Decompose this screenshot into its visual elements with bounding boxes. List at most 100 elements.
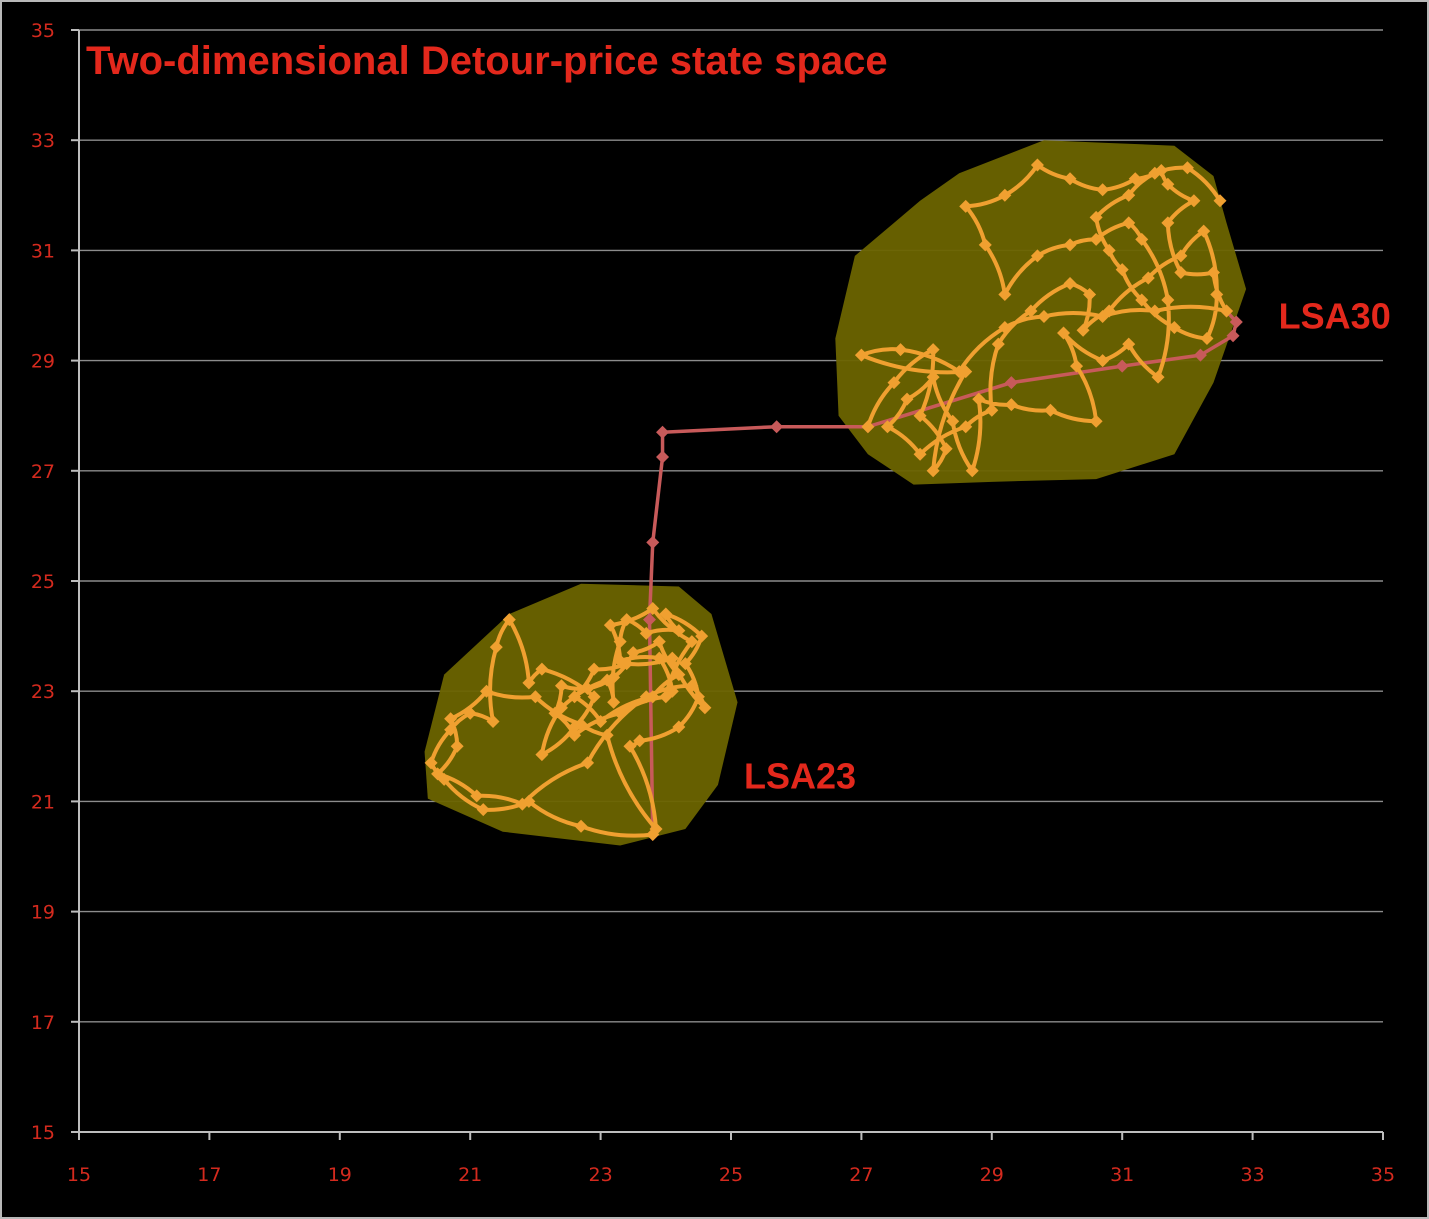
data-point-transition-0-4 [656, 425, 670, 439]
y-tick-label-31: 31 [31, 240, 55, 262]
x-tick-label-33: 33 [1241, 1164, 1265, 1186]
data-point-cluster-2-5 [926, 464, 940, 478]
data-point-cluster-2-33 [1135, 232, 1149, 246]
data-point-cluster-2-41 [1043, 403, 1057, 417]
data-point-cluster-2-53 [1024, 304, 1038, 318]
data-point-cluster-2-40 [1089, 414, 1103, 428]
x-tick-label-15: 15 [67, 1164, 91, 1186]
data-point-cluster-2-58 [1141, 271, 1155, 285]
data-point-cluster-2-13 [1148, 304, 1162, 318]
data-point-cluster-1-30 [649, 822, 663, 836]
data-point-cluster-2-50 [959, 420, 973, 434]
region-lsa23 [424, 583, 738, 846]
data-point-cluster-1-5 [424, 756, 438, 770]
data-point-cluster-2-52 [991, 337, 1005, 351]
data-point-transition-0-2 [646, 535, 660, 549]
data-point-cluster-2-48 [880, 420, 894, 434]
data-point-cluster-1-32 [574, 717, 588, 731]
x-tick-label-21: 21 [458, 1164, 482, 1186]
data-point-cluster-2-67 [1089, 210, 1103, 224]
data-point-cluster-1-6 [444, 723, 458, 737]
y-tick-label-35: 35 [31, 20, 55, 42]
data-point-cluster-2-6 [959, 365, 973, 379]
data-point-cluster-1-61 [646, 602, 660, 616]
data-point-cluster-1-18 [607, 695, 621, 709]
x-tick-label-25: 25 [719, 1164, 743, 1186]
data-point-cluster-2-15 [1206, 265, 1220, 279]
data-point-cluster-1-3 [476, 803, 490, 817]
data-point-cluster-1-27 [672, 720, 686, 734]
annotation-lsa23: LSA23 [744, 756, 856, 797]
data-point-cluster-2-10 [998, 321, 1012, 335]
data-point-cluster-1-20 [620, 613, 634, 627]
data-point-cluster-1-21 [639, 626, 653, 640]
tick-labels: 15 17 19 21 23 25 27 29 31 33 35 15 17 19 21 23 25 27 29 31… [31, 20, 1395, 1186]
data-point-cluster-2-9 [952, 365, 966, 379]
cluster-regions [424, 140, 1247, 846]
data-point-cluster-1-39 [515, 797, 529, 811]
data-point-cluster-1-37 [431, 767, 445, 781]
data-point-cluster-2-64 [1135, 293, 1149, 307]
data-point-cluster-2-18 [1187, 194, 1201, 208]
data-point-cluster-2-65 [1115, 263, 1129, 277]
data-point-cluster-1-52 [626, 646, 640, 660]
data-point-transition-0-1 [643, 613, 656, 627]
data-point-cluster-1-50 [672, 668, 686, 682]
data-point-cluster-1-33 [528, 690, 542, 704]
data-point-cluster-2-55 [1083, 287, 1097, 301]
data-point-cluster-1-11 [522, 676, 536, 690]
data-point-cluster-1-36 [450, 739, 464, 753]
data-point-cluster-1-65 [665, 684, 679, 698]
data-point-cluster-2-42 [1004, 398, 1018, 412]
data-point-cluster-2-25 [998, 188, 1012, 202]
data-point-cluster-1-58 [613, 706, 627, 720]
y-tick-label-27: 27 [31, 461, 55, 483]
data-point-cluster-1-64 [652, 651, 666, 665]
data-point-cluster-2-7 [854, 348, 868, 362]
data-point-cluster-2-0 [861, 420, 875, 434]
data-point-cluster-1-10 [502, 613, 516, 627]
data-point-cluster-1-55 [554, 679, 568, 693]
data-point-cluster-2-51 [985, 403, 999, 417]
data-point-cluster-1-47 [568, 690, 582, 704]
data-point-cluster-1-53 [607, 670, 621, 684]
data-point-cluster-2-11 [1037, 310, 1051, 324]
data-point-cluster-1-43 [698, 701, 712, 715]
data-point-cluster-1-54 [581, 681, 595, 695]
annotation-lsa30: LSA30 [1279, 296, 1391, 337]
data-point-cluster-1-9 [489, 640, 503, 654]
data-point-cluster-1-51 [652, 635, 666, 649]
data-point-cluster-1-24 [695, 629, 709, 643]
axes [71, 29, 1384, 1140]
trajectory-series [424, 158, 1243, 841]
data-point-cluster-2-38 [1057, 326, 1071, 340]
data-point-cluster-2-30 [1063, 238, 1077, 252]
data-point-cluster-1-25 [678, 657, 692, 671]
data-point-cluster-2-44 [965, 464, 979, 478]
data-point-transition-0-5 [770, 420, 784, 434]
data-point-cluster-2-34 [1161, 293, 1175, 307]
data-point-cluster-2-4 [939, 442, 953, 456]
data-point-transition-0-11 [1229, 315, 1243, 329]
x-tick-label-17: 17 [197, 1164, 221, 1186]
data-point-cluster-2-19 [1161, 177, 1175, 191]
data-point-cluster-1-28 [633, 734, 647, 748]
data-point-cluster-1-44 [665, 651, 679, 665]
data-point-cluster-2-29 [1030, 249, 1044, 263]
y-tick-label-25: 25 [31, 571, 55, 593]
data-point-cluster-2-24 [1030, 158, 1044, 172]
data-point-transition-0-8 [1115, 359, 1129, 373]
data-point-cluster-2-3 [913, 409, 927, 423]
data-point-cluster-1-42 [685, 679, 699, 693]
annotations: LSA30 LSA23 [744, 296, 1391, 797]
data-point-cluster-1-12 [535, 662, 549, 676]
data-point-cluster-1-31 [600, 728, 614, 742]
y-tick-label-19: 19 [31, 902, 55, 924]
data-point-cluster-1-26 [691, 690, 705, 704]
x-tick-label-23: 23 [589, 1164, 613, 1186]
data-point-transition-0-9 [1193, 348, 1207, 362]
y-tick-label-15: 15 [31, 1122, 55, 1144]
data-point-cluster-2-22 [1096, 183, 1110, 197]
data-point-cluster-2-57 [1102, 304, 1116, 318]
data-point-cluster-1-62 [603, 618, 617, 632]
